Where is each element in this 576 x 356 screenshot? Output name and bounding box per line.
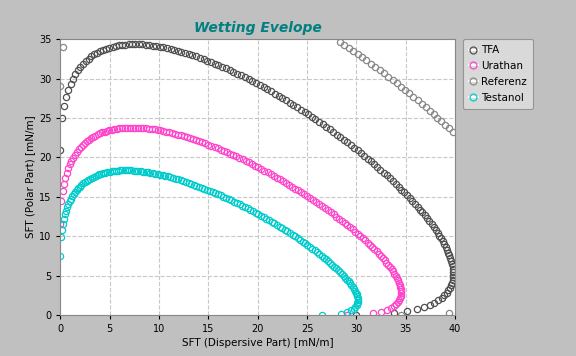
- Line: Urathan: Urathan: [58, 124, 404, 318]
- Referenz: [426, 109, 433, 113]
- Urathan: [217, 147, 224, 152]
- Legend: TFA, Urathan, Referenz, Testanol: TFA, Urathan, Referenz, Testanol: [463, 39, 533, 109]
- TFA: [132, 42, 139, 46]
- Referenz: [418, 101, 425, 106]
- Referenz: [389, 78, 396, 82]
- Referenz: [422, 105, 429, 109]
- Referenz: [414, 98, 421, 103]
- Referenz: [410, 95, 417, 99]
- Referenz: [449, 130, 456, 134]
- Urathan: [57, 222, 64, 226]
- Referenz: [438, 119, 445, 123]
- TFA: [271, 91, 278, 96]
- Testanol: [201, 187, 208, 191]
- Referenz: [345, 46, 352, 50]
- Referenz: [359, 55, 366, 59]
- Referenz: [442, 122, 449, 127]
- TFA: [294, 105, 301, 109]
- Referenz: [385, 74, 392, 79]
- Urathan: [324, 208, 331, 213]
- Line: Referenz: Referenz: [58, 39, 456, 318]
- Testanol: [57, 254, 64, 258]
- Referenz: [397, 84, 404, 89]
- TFA: [200, 57, 207, 61]
- Testanol: [185, 180, 192, 185]
- Testanol: [123, 168, 130, 172]
- Referenz: [381, 71, 388, 75]
- Urathan: [343, 313, 350, 317]
- Referenz: [354, 52, 361, 56]
- Referenz: [430, 112, 437, 116]
- Urathan: [129, 125, 136, 130]
- Referenz: [376, 68, 383, 72]
- Referenz: [363, 58, 370, 63]
- Testanol: [252, 211, 259, 215]
- Testanol: [138, 169, 145, 173]
- TFA: [392, 182, 399, 186]
- Testanol: [92, 174, 99, 178]
- Urathan: [104, 129, 111, 133]
- Referenz: [406, 91, 413, 95]
- TFA: [57, 147, 64, 152]
- Urathan: [160, 129, 167, 133]
- TFA: [353, 313, 360, 317]
- Referenz: [434, 115, 441, 120]
- TFA: [361, 154, 367, 158]
- Title: Wetting Evelope: Wetting Evelope: [194, 21, 321, 35]
- Referenz: [367, 62, 374, 66]
- Referenz: [445, 311, 452, 315]
- Testanol: [319, 313, 325, 317]
- Referenz: [397, 313, 404, 317]
- Referenz: [350, 49, 357, 53]
- Line: Testanol: Testanol: [58, 167, 361, 318]
- Referenz: [445, 126, 452, 130]
- TFA: [126, 42, 132, 47]
- Y-axis label: SFT (Polar Part) [mN/m]: SFT (Polar Part) [mN/m]: [25, 116, 35, 239]
- Referenz: [401, 88, 408, 92]
- Testanol: [279, 226, 286, 230]
- Referenz: [59, 45, 66, 49]
- X-axis label: SFT (Dispersive Part) [mN/m]: SFT (Dispersive Part) [mN/m]: [182, 338, 334, 348]
- Referenz: [57, 84, 64, 89]
- Urathan: [236, 156, 243, 160]
- Referenz: [372, 65, 378, 69]
- Referenz: [336, 40, 343, 44]
- Referenz: [341, 43, 348, 47]
- Line: TFA: TFA: [58, 41, 456, 318]
- Urathan: [295, 188, 302, 193]
- Referenz: [393, 81, 400, 85]
